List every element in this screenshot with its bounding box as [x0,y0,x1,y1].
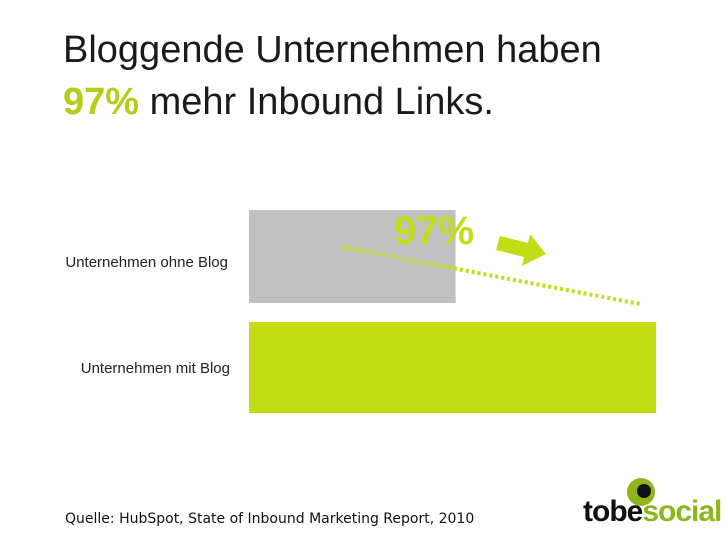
annotation-percent: 97% [394,209,474,253]
title-highlight: 97% [63,81,140,123]
logo-text-tobe: tobe [583,495,643,528]
arrow-icon [496,234,546,266]
title-line-1: Bloggende Unternehmen haben [63,29,602,71]
title-line-2-text: mehr Inbound Links. [139,81,494,123]
title-line-2: 97% mehr Inbound Links. [63,80,494,124]
bar-mit-blog [249,322,656,413]
trend-dotted-line [341,245,641,306]
tobesocial-logo: tobesocial [583,478,723,530]
source-note: Quelle: HubSpot, State of Inbound Market… [65,511,475,527]
logo-dot-icon [627,478,655,506]
category-label-mit-blog: Unternehmen mit Blog [80,360,230,377]
bar-ohne-blog [249,210,456,303]
category-label-ohne-blog: Unternehmen ohne Blog [65,254,228,271]
logo-text-social: social [642,495,722,528]
